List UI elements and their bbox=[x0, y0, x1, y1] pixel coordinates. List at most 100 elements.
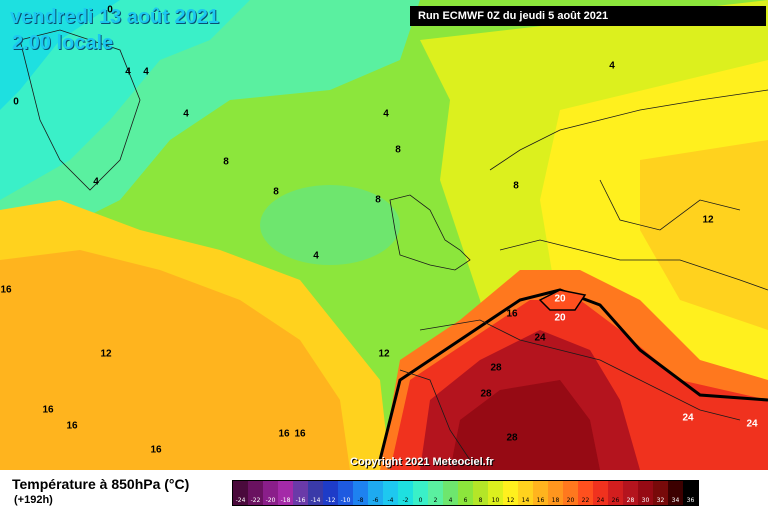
scale-swatch-label: 24 bbox=[596, 497, 605, 504]
scale-swatch-label: 30 bbox=[641, 497, 650, 504]
contour-label: 16 bbox=[0, 284, 12, 296]
scale-swatch: 20 bbox=[563, 481, 578, 505]
scale-swatch-label: -20 bbox=[265, 497, 276, 504]
scale-swatch-label: 10 bbox=[491, 497, 500, 504]
scale-swatch: -16 bbox=[293, 481, 308, 505]
scale-swatch-label: 18 bbox=[551, 497, 560, 504]
scale-swatch: -6 bbox=[368, 481, 383, 505]
scale-swatch-label: 12 bbox=[506, 497, 515, 504]
contour-label: 4 bbox=[183, 108, 189, 120]
scale-swatch-label: 20 bbox=[566, 497, 575, 504]
hot-southwest bbox=[0, 250, 350, 470]
scale-swatch: 26 bbox=[608, 481, 623, 505]
model-run-label: Run ECMWF 0Z du jeudi 5 août 2021 bbox=[410, 6, 766, 26]
scale-swatch-label: -8 bbox=[357, 497, 364, 504]
contour-label: 16 bbox=[66, 420, 78, 432]
scale-swatch-label: 6 bbox=[463, 497, 468, 504]
contour-label: 16 bbox=[506, 308, 518, 320]
scale-swatch-label: 8 bbox=[478, 497, 483, 504]
contour-label: 20 bbox=[554, 312, 566, 324]
scale-swatch: -10 bbox=[338, 481, 353, 505]
scale-swatch: 14 bbox=[518, 481, 533, 505]
contour-label: 28 bbox=[506, 432, 518, 444]
contour-label: 4 bbox=[125, 66, 131, 78]
scale-swatch: -24 bbox=[233, 481, 248, 505]
contour-label: 8 bbox=[223, 156, 229, 168]
colder-region bbox=[0, 0, 250, 200]
extreme-core-inner bbox=[450, 380, 600, 470]
scale-swatch-label: 28 bbox=[626, 497, 635, 504]
coldest-region bbox=[0, 0, 120, 110]
scale-swatch-label: -10 bbox=[340, 497, 351, 504]
scale-swatch: 2 bbox=[428, 481, 443, 505]
scale-swatch: 8 bbox=[473, 481, 488, 505]
scale-swatch-label: -4 bbox=[387, 497, 394, 504]
scale-swatch: 12 bbox=[503, 481, 518, 505]
scale-swatch-label: 22 bbox=[581, 497, 590, 504]
contour-label: 4 bbox=[609, 60, 615, 72]
scale-swatch-label: 4 bbox=[448, 497, 453, 504]
forecast-time: 2.00 locale bbox=[12, 32, 114, 54]
alpine-pocket bbox=[538, 289, 587, 311]
contour-label: 4 bbox=[383, 108, 389, 120]
contour-label: 20 bbox=[554, 293, 566, 305]
contour-label: 8 bbox=[273, 186, 279, 198]
scale-swatch-label: -18 bbox=[280, 497, 291, 504]
contour-label: 12 bbox=[378, 348, 390, 360]
color-scale: -24 -22 -20 -18 -16 -14 -12 -10 -8 -6 -4 -2 0 2 4 6 8 10 1… bbox=[232, 480, 699, 506]
legend-title: Température à 850hPa (°C) bbox=[12, 476, 190, 492]
legend-subtitle: (+192h) bbox=[14, 494, 53, 506]
contour-label: 8 bbox=[513, 180, 519, 192]
scale-swatch: -18 bbox=[278, 481, 293, 505]
scale-swatch: -2 bbox=[398, 481, 413, 505]
scale-swatch: -14 bbox=[308, 481, 323, 505]
scale-swatch-label: 34 bbox=[671, 497, 680, 504]
contour-label: 12 bbox=[100, 348, 112, 360]
contour-label: 24 bbox=[746, 418, 758, 430]
contour-label: 4 bbox=[313, 250, 319, 262]
contour-label: 24 bbox=[534, 332, 546, 344]
contour-label: 4 bbox=[143, 66, 149, 78]
contour-label: 28 bbox=[480, 388, 492, 400]
scale-swatch: 34 bbox=[668, 481, 683, 505]
contour-label: 16 bbox=[42, 404, 54, 416]
scale-swatch: 4 bbox=[443, 481, 458, 505]
coastlines bbox=[19, 29, 768, 461]
scale-swatch: 0 bbox=[413, 481, 428, 505]
contour-label: 0 bbox=[107, 4, 113, 16]
scale-swatch: 6 bbox=[458, 481, 473, 505]
scale-swatch-label: 36 bbox=[686, 497, 695, 504]
scale-swatch-label: -22 bbox=[250, 497, 261, 504]
contour-label: 8 bbox=[395, 144, 401, 156]
scale-swatch-label: -6 bbox=[372, 497, 379, 504]
scale-swatch: 24 bbox=[593, 481, 608, 505]
scale-swatch-label: 16 bbox=[536, 497, 545, 504]
contour-label: 24 bbox=[682, 412, 694, 424]
contour-label: 16 bbox=[294, 428, 306, 440]
scale-swatch-label: -2 bbox=[402, 497, 409, 504]
scale-swatch-label: 32 bbox=[656, 497, 665, 504]
contour-label: 16 bbox=[278, 428, 290, 440]
scale-swatch: -22 bbox=[248, 481, 263, 505]
scale-swatch-label: 0 bbox=[418, 497, 423, 504]
scale-swatch: 10 bbox=[488, 481, 503, 505]
scale-swatch-label: 2 bbox=[433, 497, 438, 504]
contour-label: 16 bbox=[150, 444, 162, 456]
scale-swatch: 18 bbox=[548, 481, 563, 505]
temperature-map bbox=[0, 0, 768, 470]
forecast-date: vendredi 13 août 2021 bbox=[10, 6, 219, 28]
scale-swatch-label: -14 bbox=[310, 497, 321, 504]
scale-swatch: -8 bbox=[353, 481, 368, 505]
warmer-east bbox=[640, 140, 768, 330]
copyright-text: Copyright 2021 Meteociel.fr bbox=[350, 456, 494, 468]
scale-swatch: -20 bbox=[263, 481, 278, 505]
scale-swatch: 32 bbox=[653, 481, 668, 505]
scale-swatch: -12 bbox=[323, 481, 338, 505]
scale-swatch: 16 bbox=[533, 481, 548, 505]
contour-label: 28 bbox=[490, 362, 502, 374]
contour-label: 8 bbox=[375, 194, 381, 206]
scale-swatch: 30 bbox=[638, 481, 653, 505]
legend: Température à 850hPa (°C) (+192h) -24 -22… bbox=[0, 470, 768, 512]
scale-swatch: 22 bbox=[578, 481, 593, 505]
